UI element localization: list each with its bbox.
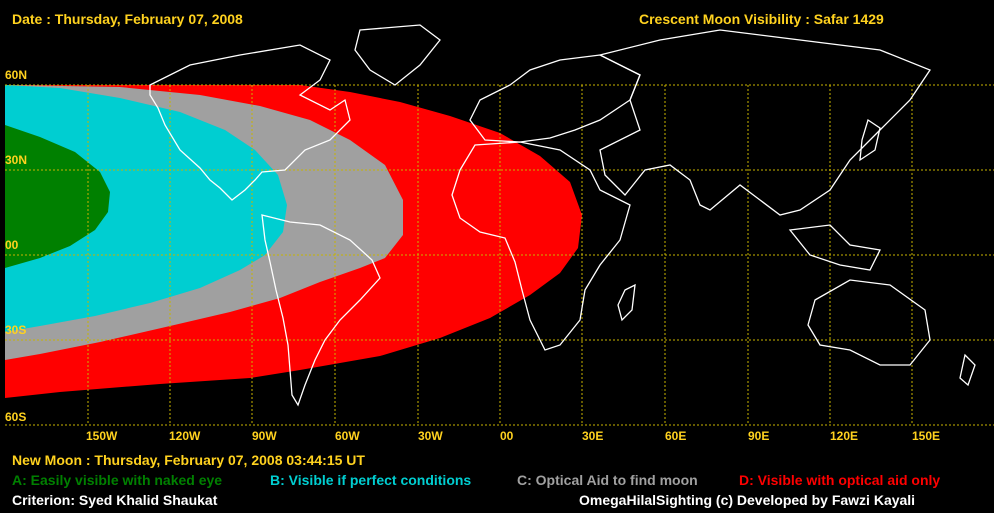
lon-label-30e: 30E	[582, 429, 604, 443]
lon-label-60e: 60E	[665, 429, 687, 443]
lon-label-150e: 150E	[912, 429, 941, 443]
map-title: Crescent Moon Visibility : Safar 1429	[639, 11, 884, 27]
lon-label-120w: 120W	[169, 429, 201, 443]
criterion-text: Criterion: Syed Khalid Shaukat	[12, 492, 218, 508]
coast-new-zealand	[959, 353, 976, 387]
coast-south-america	[261, 214, 381, 407]
coast-australia	[807, 279, 931, 366]
legend-zone-a: A: Easily visible with naked eye	[12, 472, 223, 488]
lon-label-30w: 30W	[418, 429, 443, 443]
coast-southeast-asia	[788, 224, 881, 271]
coast-north-america	[149, 44, 351, 201]
legend-zone-b: B: Visible if perfect conditions	[270, 472, 472, 488]
coast-greenland	[354, 24, 441, 86]
lat-label-00: 00	[5, 238, 19, 252]
lon-label-60w: 60W	[335, 429, 360, 443]
legend-zone-d: D: Visible with optical aid only	[739, 472, 941, 488]
lat-label-60n: 60N	[5, 68, 28, 82]
zone-a-green	[5, 125, 110, 268]
coast-madagascar	[617, 283, 636, 322]
lon-label-150w: 150W	[86, 429, 118, 443]
lon-label-120e: 120E	[830, 429, 859, 443]
lat-lon-grid	[5, 84, 994, 426]
world-map-coastlines	[149, 24, 976, 407]
lat-label-60s: 60S	[5, 410, 27, 424]
legend-zone-c: C: Optical Aid to find moon	[517, 472, 698, 488]
coast-africa	[451, 141, 631, 351]
coast-asia	[598, 29, 931, 216]
lon-label-90e: 90E	[748, 429, 770, 443]
lon-label-00: 00	[500, 429, 514, 443]
credit-text: OmegaHilalSighting (c) Developed by Fawz…	[579, 492, 916, 508]
lat-label-30n: 30N	[5, 153, 28, 167]
zone-b-cyan	[5, 85, 287, 332]
new-moon-time: New Moon : Thursday, February 07, 2008 0…	[12, 452, 365, 468]
lon-label-90w: 90W	[252, 429, 277, 443]
map-date: Date : Thursday, February 07, 2008	[12, 11, 243, 27]
lat-label-30s: 30S	[5, 323, 27, 337]
coast-japan	[859, 118, 881, 162]
coast-europe	[469, 54, 641, 143]
